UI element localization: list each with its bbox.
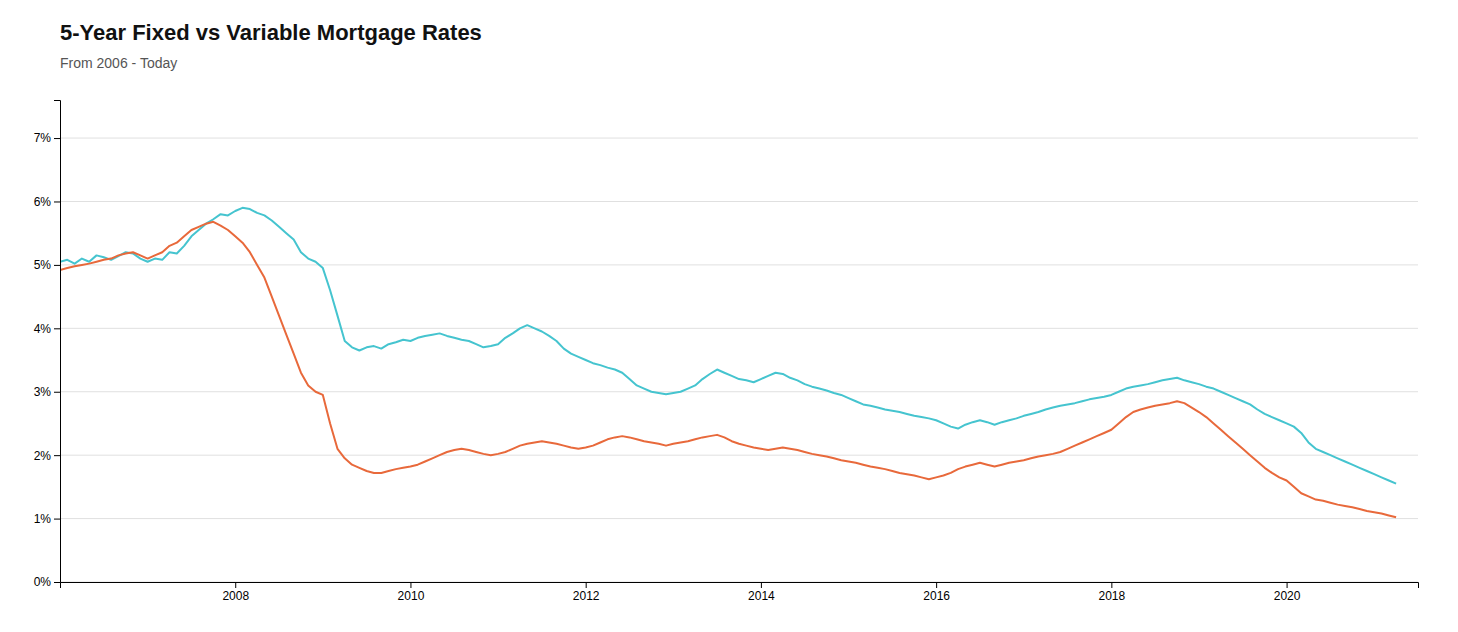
tick: 2020 (1274, 582, 1301, 603)
grid-line (60, 138, 1418, 139)
tick: 3% (34, 385, 60, 399)
grid-line (60, 391, 1418, 392)
tick: 2018 (1099, 582, 1126, 603)
tick: 1% (34, 512, 60, 526)
tick-label: 3% (34, 385, 52, 399)
tick-label: 0% (34, 575, 52, 589)
tick-mark (410, 582, 411, 588)
tick-mark (54, 201, 60, 202)
tick-label: 5% (34, 258, 52, 272)
x-axis: 2008 2010 2012 2014 2016 2018 2020 (61, 582, 1419, 603)
tick: 2010 (398, 582, 425, 603)
tick-mark (54, 328, 60, 329)
tick: 2012 (573, 582, 600, 603)
tick: 5% (34, 258, 60, 272)
tick-label: 2010 (398, 589, 425, 603)
tick-mark (54, 392, 60, 393)
tick-label: 2012 (573, 589, 600, 603)
tick: 2% (34, 448, 60, 462)
tick-mark (54, 455, 60, 456)
tick: 6% (34, 195, 60, 209)
tick-label: 6% (34, 195, 52, 209)
tick-mark (54, 582, 60, 583)
grid-line (60, 518, 1418, 519)
tick-mark (54, 519, 60, 520)
tick-label: 7% (34, 131, 52, 145)
y-grid (60, 138, 1418, 582)
tick: 4% (34, 322, 60, 336)
tick: 0% (34, 575, 60, 589)
line (60, 208, 1396, 484)
y-axis: 0% 1% 2% 3% 4% 5% 6% 7% (34, 101, 61, 590)
tick: 7% (34, 131, 60, 145)
tick-label: 1% (34, 512, 52, 526)
tick-label: 2016 (923, 589, 950, 603)
title: 5-Year Fixed vs Variable Mortgage Rates (60, 20, 482, 45)
tick-mark (586, 582, 587, 588)
tick-mark (1111, 582, 1112, 588)
tick-label: 2008 (222, 589, 249, 603)
grid-line (60, 264, 1418, 265)
tick-label: 2% (34, 448, 52, 462)
plot: 2008 2010 2012 2014 2016 2018 2020 0% 1% 2% 3% 4% 5%… (34, 101, 1419, 603)
axis-line (54, 101, 61, 583)
axis-line (61, 583, 1419, 589)
tick-mark (235, 582, 236, 588)
tick: 2014 (748, 582, 775, 603)
grid-line (60, 455, 1418, 456)
tick-mark (54, 138, 60, 139)
line (60, 222, 1396, 518)
tick-mark (1287, 582, 1288, 588)
chart: 5-Year Fixed vs Variable Mortgage Rates F… (0, 0, 1458, 632)
series-group (60, 208, 1396, 517)
tick: 2008 (222, 582, 249, 603)
tick-label: 2014 (748, 589, 775, 603)
tick-label: 2018 (1099, 589, 1126, 603)
tick-mark (54, 265, 60, 266)
subtitle: From 2006 - Today (60, 55, 177, 71)
tick-label: 2020 (1274, 589, 1301, 603)
tick: 2016 (923, 582, 950, 603)
tick-mark (936, 582, 937, 588)
grid-line (60, 328, 1418, 329)
tick-label: 4% (34, 322, 52, 336)
tick-mark (761, 582, 762, 588)
grid-line (60, 201, 1418, 202)
